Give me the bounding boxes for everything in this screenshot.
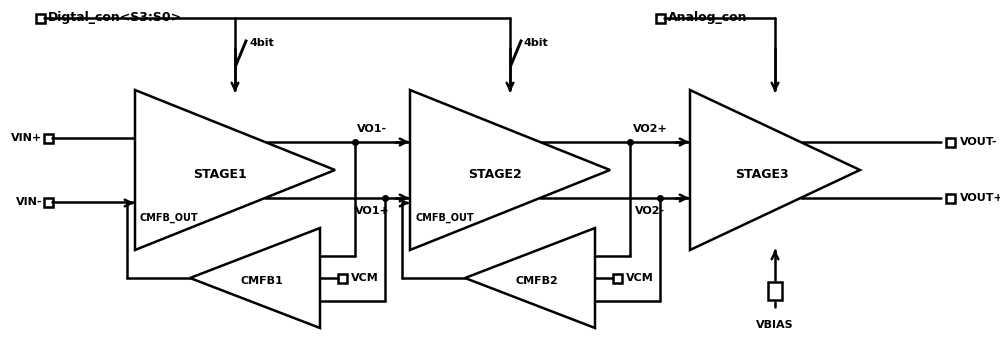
Text: CMFB2: CMFB2: [515, 276, 558, 286]
Text: VO2-: VO2-: [635, 206, 665, 216]
Text: VO1+: VO1+: [355, 206, 389, 216]
Bar: [44, 197, 52, 207]
Bar: [946, 193, 954, 203]
Bar: [768, 282, 782, 300]
Text: Analog_con: Analog_con: [668, 12, 748, 25]
Text: VO2+: VO2+: [633, 124, 667, 134]
Polygon shape: [190, 228, 320, 328]
Bar: [338, 273, 347, 282]
Bar: [612, 273, 622, 282]
Text: STAGE1: STAGE1: [193, 168, 247, 181]
Polygon shape: [690, 90, 860, 250]
Text: CMFB_OUT: CMFB_OUT: [140, 213, 199, 223]
Text: VBIAS: VBIAS: [756, 320, 794, 330]
Bar: [44, 133, 52, 143]
Text: 4bit: 4bit: [249, 38, 274, 48]
Text: 4bit: 4bit: [524, 38, 549, 48]
Polygon shape: [135, 90, 335, 250]
Bar: [656, 14, 664, 23]
Text: VIN+: VIN+: [11, 133, 42, 143]
Bar: [946, 137, 954, 147]
Bar: [36, 14, 44, 23]
Text: VOUT-: VOUT-: [960, 137, 998, 147]
Text: VIN-: VIN-: [16, 197, 42, 207]
Text: VOUT+: VOUT+: [960, 193, 1000, 203]
Text: STAGE2: STAGE2: [468, 168, 522, 181]
Text: CMFB_OUT: CMFB_OUT: [415, 213, 474, 223]
Text: VCM: VCM: [351, 273, 379, 283]
Text: VCM: VCM: [626, 273, 654, 283]
Polygon shape: [410, 90, 610, 250]
Text: STAGE3: STAGE3: [735, 168, 789, 181]
Text: VO1-: VO1-: [357, 124, 387, 134]
Text: CMFB1: CMFB1: [240, 276, 283, 286]
Polygon shape: [465, 228, 595, 328]
Text: Digtal_con<S3:S0>: Digtal_con<S3:S0>: [48, 12, 182, 25]
